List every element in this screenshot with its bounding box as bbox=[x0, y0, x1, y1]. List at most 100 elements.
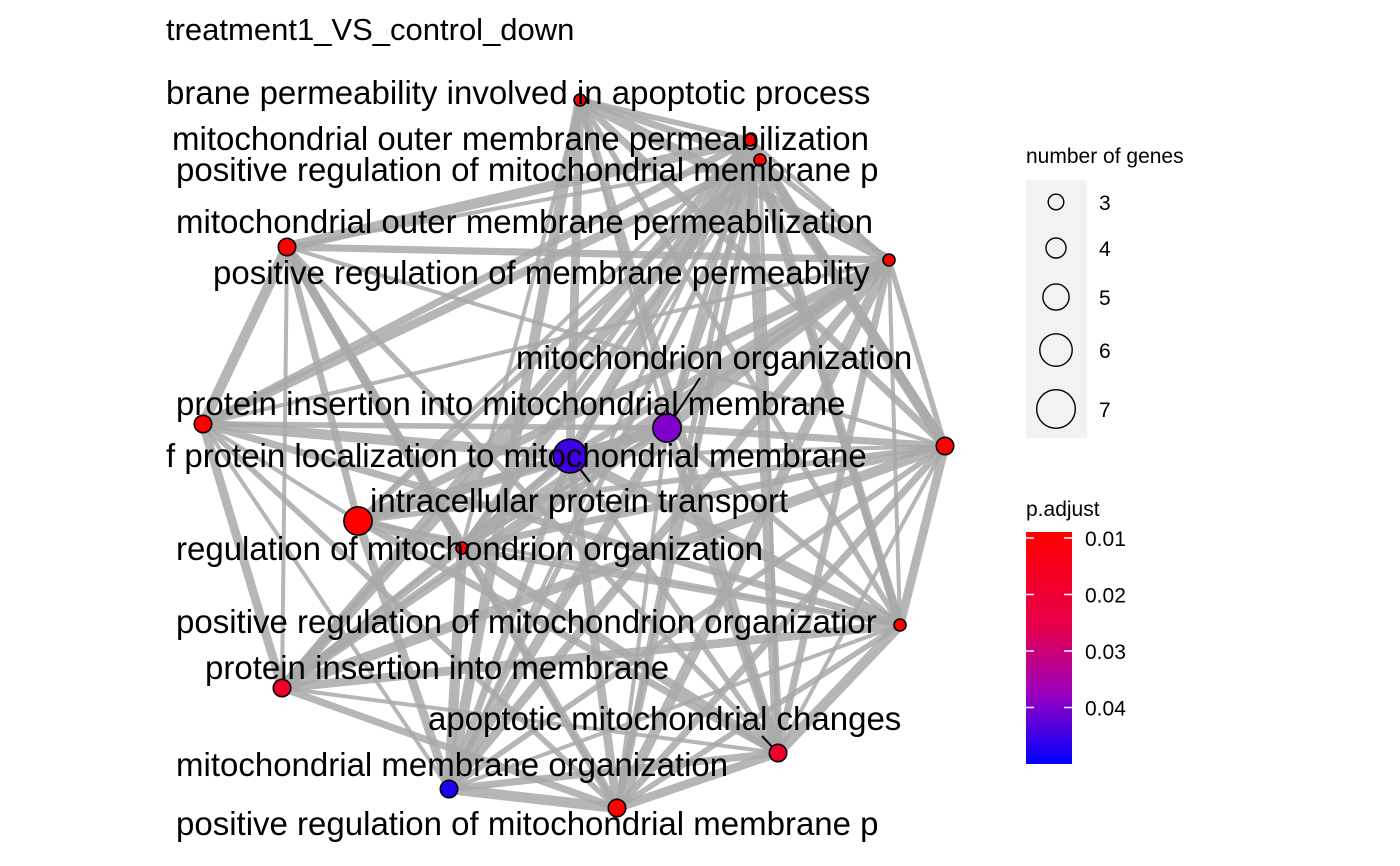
color-legend-label: 0.04 bbox=[1085, 698, 1126, 721]
edge-n4-n10 bbox=[283, 243, 362, 525]
edge-n12-n15 bbox=[447, 623, 902, 791]
node-n4[interactable] bbox=[277, 237, 297, 257]
size-legend-circle bbox=[1047, 193, 1065, 211]
edge-n2-n10 bbox=[356, 138, 752, 523]
node-n5[interactable] bbox=[882, 253, 896, 267]
edge-n9-n14 bbox=[567, 453, 781, 756]
edge-n6-n7 bbox=[200, 421, 670, 431]
node-n9[interactable] bbox=[552, 438, 588, 474]
size-legend-circle bbox=[1039, 333, 1073, 367]
edge-n3-n7 bbox=[198, 155, 765, 429]
node-label-n7: protein insertion into mitochondrial mem… bbox=[176, 385, 846, 422]
edge-n9-n12 bbox=[564, 450, 906, 631]
node-n7[interactable] bbox=[193, 414, 213, 434]
node-n10[interactable] bbox=[343, 506, 373, 536]
edge-n5-n10 bbox=[353, 255, 894, 526]
edge-n13-n16 bbox=[278, 684, 621, 812]
edge-n5-n16 bbox=[611, 254, 895, 814]
color-legend-label: 0.03 bbox=[1085, 641, 1126, 664]
edge-n14-n15 bbox=[445, 749, 782, 793]
size-legend-label: 5 bbox=[1099, 287, 1111, 310]
node-label-n10: intracellular protein transport bbox=[370, 482, 788, 519]
edge-n11-n16 bbox=[460, 546, 619, 810]
node-label-n4: mitochondrial outer membrane permeabiliz… bbox=[176, 203, 873, 240]
label-layer: brane permeability involved in apoptotic… bbox=[166, 74, 912, 842]
node-n3[interactable] bbox=[753, 153, 767, 167]
edge-n8-n12 bbox=[895, 441, 950, 630]
color-legend-ticks: 0.01 0.02 0.03 0.04 bbox=[1026, 528, 1126, 721]
node-n15[interactable] bbox=[439, 779, 459, 799]
edge-n8-n10 bbox=[355, 443, 948, 524]
node-n12[interactable] bbox=[893, 618, 907, 632]
node-label-n8: f protein localization to mitochondrial … bbox=[166, 437, 867, 474]
color-legend-label: 0.02 bbox=[1085, 585, 1126, 608]
node-n2[interactable] bbox=[743, 133, 757, 147]
edge-n3-n4 bbox=[285, 158, 762, 249]
edge-n7-n15 bbox=[201, 422, 451, 791]
node-n1[interactable] bbox=[573, 93, 587, 107]
edge-n8-n15 bbox=[446, 443, 948, 792]
edge-n7-n10 bbox=[201, 422, 360, 523]
edge-n5-n8 bbox=[886, 257, 948, 449]
edge-n9-n15 bbox=[445, 452, 574, 793]
edge-n3-n12 bbox=[755, 155, 905, 630]
edge-n5-n7 bbox=[201, 258, 891, 426]
node-label-n12: positive regulation of mitochondrion org… bbox=[176, 603, 877, 640]
edge-n12-n16 bbox=[614, 622, 903, 811]
edge-n8-n16 bbox=[613, 442, 949, 812]
color-legend-label: 0.01 bbox=[1085, 528, 1126, 551]
edge-n11-n12 bbox=[459, 545, 903, 628]
edge-n5-n15 bbox=[444, 255, 894, 794]
size-legend-circle bbox=[1035, 388, 1077, 430]
edge-n12-n14 bbox=[772, 619, 906, 759]
size-legend-title: number of genes bbox=[1026, 145, 1184, 168]
node-label-n13: protein insertion into membrane bbox=[205, 649, 669, 686]
node-n16[interactable] bbox=[607, 798, 627, 818]
edge-n4-n7 bbox=[197, 241, 293, 430]
color-legend-bar bbox=[1026, 532, 1072, 764]
node-label-n15: mitochondrial membrane organization bbox=[176, 746, 728, 783]
size-legend-panel bbox=[1026, 180, 1087, 438]
edge-layer bbox=[197, 94, 951, 814]
edge-n6-n16 bbox=[615, 426, 669, 810]
edge-n3-n9 bbox=[568, 158, 762, 458]
node-layer bbox=[193, 93, 955, 818]
node-n11[interactable] bbox=[455, 541, 469, 555]
edge-n11-n13 bbox=[278, 544, 466, 692]
color-legend: p.adjust 0.01 0.02 0.03 0.04 bbox=[1026, 498, 1126, 764]
edge-n10-n14 bbox=[354, 517, 782, 757]
edge-n6-n8 bbox=[663, 424, 949, 450]
size-legend-circle bbox=[1045, 237, 1067, 259]
edge-n7-n13 bbox=[198, 419, 287, 693]
node-label-n3: positive regulation of mitochondrial mem… bbox=[176, 151, 879, 188]
size-legend-label: 3 bbox=[1099, 192, 1111, 215]
edge-n7-n9 bbox=[197, 418, 576, 462]
edge-n2-n4 bbox=[281, 134, 756, 253]
node-label-n5: positive regulation of membrane permeabi… bbox=[213, 254, 870, 291]
edge-n8-n13 bbox=[276, 440, 951, 694]
size-legend: number of genes 3 4 5 6 7 bbox=[1026, 145, 1184, 438]
node-n6[interactable] bbox=[652, 413, 682, 443]
edge-n14-n16 bbox=[612, 748, 783, 813]
node-label-n1: brane permeability involved in apoptotic… bbox=[166, 74, 870, 111]
edge-n7-n12 bbox=[199, 420, 904, 629]
node-n13[interactable] bbox=[272, 678, 292, 698]
edge-n12-n13 bbox=[277, 620, 905, 693]
node-label-n2: mitochondrial outer membrane permeabiliz… bbox=[172, 120, 869, 157]
size-legend-label: 6 bbox=[1099, 340, 1111, 363]
node-n14[interactable] bbox=[768, 743, 788, 763]
node-n8[interactable] bbox=[935, 436, 955, 456]
size-legend-label: 4 bbox=[1099, 238, 1111, 261]
node-label-n14: apoptotic mitochondrial changes bbox=[428, 700, 901, 737]
node-label-n11: regulation of mitochondrion organization bbox=[176, 530, 763, 567]
edge-n13-n14 bbox=[280, 686, 780, 755]
node-label-n16: positive regulation of mitochondrial mem… bbox=[176, 805, 879, 842]
edge-n5-n14 bbox=[774, 256, 893, 757]
edge-n4-n5 bbox=[283, 243, 893, 264]
edge-n7-n16 bbox=[200, 421, 620, 811]
edge-n8-n9 bbox=[568, 444, 947, 458]
size-legend-label: 7 bbox=[1099, 399, 1111, 422]
node-label-n6: mitochondrion organization bbox=[516, 339, 912, 376]
